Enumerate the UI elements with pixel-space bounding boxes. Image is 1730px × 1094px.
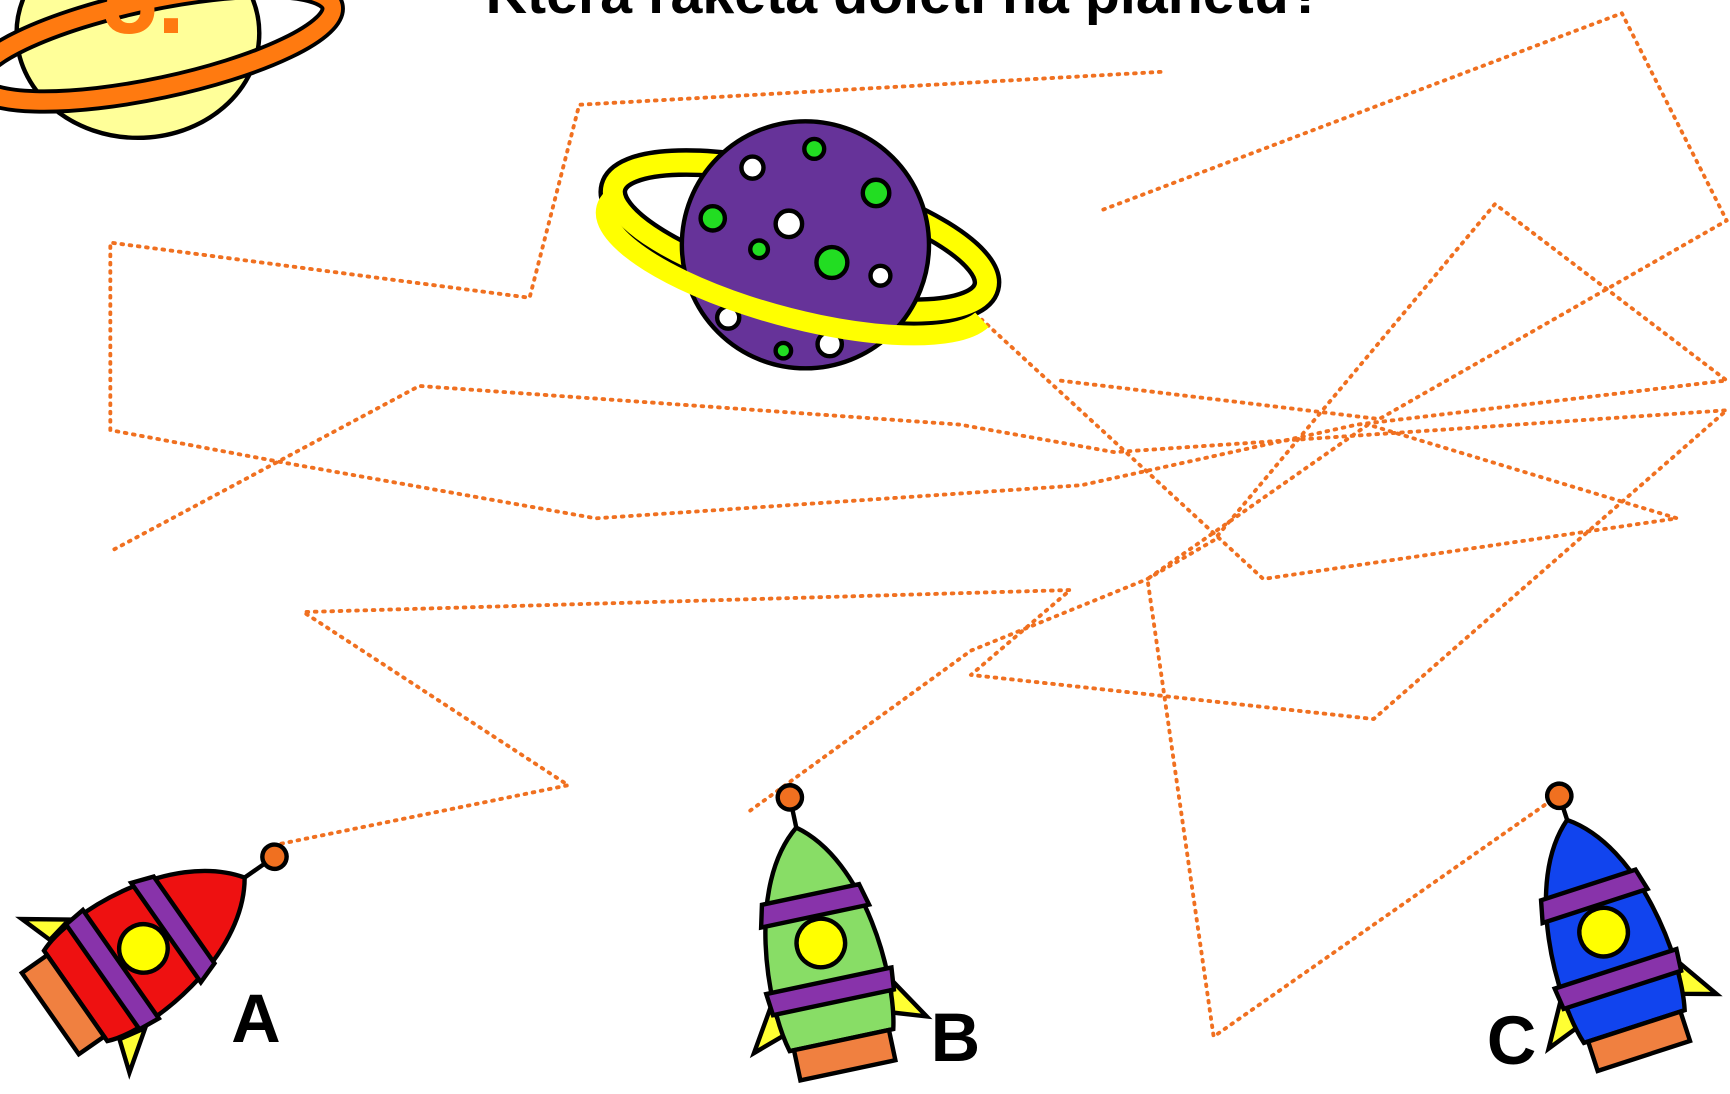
rocket-label: B (931, 1000, 980, 1076)
rocket-label: C (1487, 1003, 1536, 1079)
target-planet (599, 121, 1002, 368)
page: 5. Která raketa doletí na planetu? (0, 0, 1730, 1094)
trail-b (110, 72, 1726, 811)
trail-extra (1059, 13, 1727, 419)
rocket-a (0, 773, 338, 1090)
question-title: Která raketa doletí na planetu? (486, 0, 1324, 26)
trails (110, 13, 1726, 1036)
rocket-label: A (231, 981, 280, 1057)
trail-a (110, 386, 1726, 844)
worksheet: 5. Která raketa doletí na planetu? (0, 0, 1730, 1094)
corner-planet: 5. (0, 0, 342, 138)
exercise-number: 5. (102, 0, 185, 55)
rocket-b (701, 767, 934, 1088)
